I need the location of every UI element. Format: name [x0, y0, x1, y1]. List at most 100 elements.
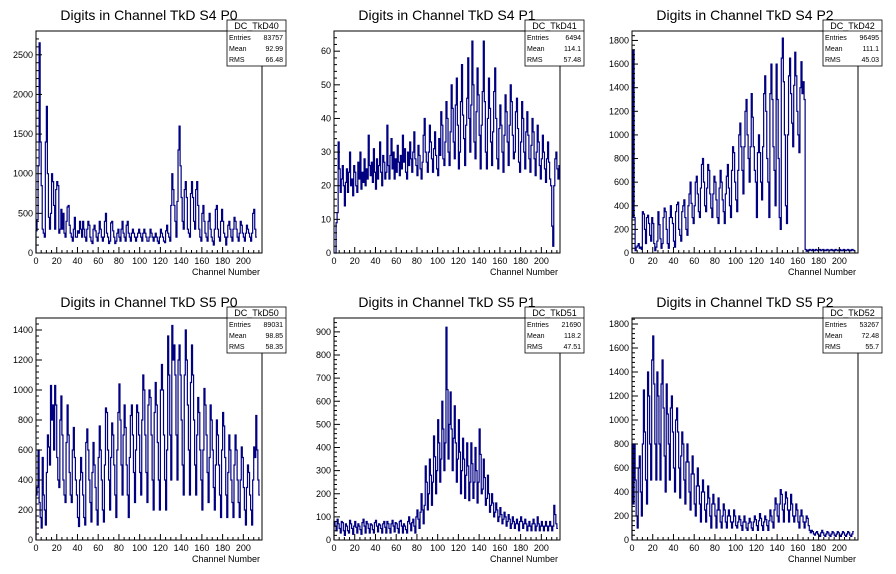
y-tick-label: 600: [18, 445, 33, 455]
stats-histogram-name: DC_TkD42: [830, 21, 875, 31]
x-tick-label: 40: [370, 543, 380, 553]
stats-box: DC_TkD42 Entries 96495 Mean 111.1 RMS 45.03: [822, 19, 883, 67]
y-tick-label: 0: [28, 535, 33, 545]
x-tick-label: 0: [629, 543, 634, 553]
plot-frame: [35, 317, 263, 541]
y-tick-label: 1600: [609, 343, 629, 353]
stats-box: DC_TkD41 Entries 6494 Mean 114.1 RMS 57.48: [524, 19, 585, 67]
stats-value: 111.1: [863, 46, 880, 53]
histogram-series: [631, 37, 855, 253]
x-axis-label: Channel Number: [192, 267, 260, 277]
chart-panel-s4-p2: Digits in Channel TkD S4 P2 0 20 40 60 80 100 1…: [596, 0, 894, 287]
x-tick-label: 200: [534, 543, 549, 553]
y-tick-label: 800: [614, 439, 629, 449]
stats-value: 66.48: [265, 57, 283, 64]
y-tick-label: 500: [316, 419, 331, 429]
stats-histogram-name: DC_TkD40: [234, 21, 279, 31]
chart-title: Digits in Channel TkD S4 P0: [60, 7, 237, 23]
x-tick-label: 160: [194, 543, 209, 553]
x-tick-label: 200: [534, 256, 549, 266]
x-axis-label: Channel Number: [490, 267, 558, 277]
chart-title: Digits in Channel TkD S5 P2: [656, 294, 833, 310]
stats-value: 55.7: [865, 344, 879, 351]
x-tick-label: 60: [93, 543, 103, 553]
histogram-series: [334, 40, 560, 254]
y-tick-label: 0: [326, 535, 331, 545]
y-tick-label: 200: [614, 224, 629, 234]
y-tick-label: 600: [316, 396, 331, 406]
stats-value: 98.85: [265, 333, 283, 340]
x-tick-label: 160: [790, 543, 805, 553]
x-tick-label: 100: [728, 256, 743, 266]
stats-label: Entries: [527, 322, 549, 329]
y-tick-label: 40: [321, 113, 331, 123]
histogram-svg: Digits in Channel TkD S4 P2 0 20 40 60 80 100 1…: [609, 7, 883, 277]
x-tick-label: 160: [194, 256, 209, 266]
histogram-svg: Digits in Channel TkD S5 P0 0 20 40 60 80 100 1…: [13, 294, 287, 564]
x-tick-label: 80: [412, 256, 422, 266]
x-tick-label: 40: [668, 256, 678, 266]
x-tick-label: 140: [770, 543, 785, 553]
stats-label: Mean: [527, 46, 545, 53]
x-tick-label: 120: [749, 543, 764, 553]
plot-frame: [333, 30, 561, 254]
chart-panel-s5-p0: Digits in Channel TkD S5 P0 0 20 40 60 80 100 1…: [0, 287, 298, 574]
x-tick-label: 100: [430, 543, 445, 553]
x-tick-label: 120: [153, 543, 168, 553]
x-tick-label: 120: [749, 256, 764, 266]
y-tick-label: 0: [624, 535, 629, 545]
y-tick-label: 400: [614, 201, 629, 211]
stats-histogram-name: DC_TkD52: [830, 308, 875, 318]
y-tick-label: 30: [321, 147, 331, 157]
x-tick-label: 60: [93, 256, 103, 266]
y-tick-label: 10: [321, 214, 331, 224]
histogram-svg: Digits in Channel TkD S4 P10 20 40 60 80 100 1…: [321, 7, 585, 277]
x-tick-label: 0: [331, 256, 336, 266]
x-tick-label: 80: [710, 256, 720, 266]
chart-title: Digits in Channel TkD S5 P1: [358, 294, 535, 310]
x-tick-label: 0: [33, 543, 38, 553]
x-tick-label: 160: [492, 543, 507, 553]
y-tick-label: 1400: [609, 83, 629, 93]
x-tick-label: 60: [391, 543, 401, 553]
x-tick-label: 80: [710, 543, 720, 553]
x-tick-label: 0: [33, 256, 38, 266]
chart-title: Digits in Channel TkD S4 P2: [656, 7, 833, 23]
chart-panel-s4-p1: Digits in Channel TkD S4 P1 0 20 40 60 80 100 1…: [298, 0, 596, 287]
chart-title: Digits in Channel TkD S4 P1: [358, 7, 535, 23]
x-tick-label: 20: [52, 543, 62, 553]
x-tick-label: 40: [370, 256, 380, 266]
stats-label: Entries: [229, 35, 251, 42]
x-tick-label: 40: [72, 543, 82, 553]
stats-label: Mean: [229, 46, 247, 53]
y-tick-label: 1200: [609, 391, 629, 401]
y-tick-label: 1800: [609, 319, 629, 329]
y-tick-label: 1000: [609, 130, 629, 140]
stats-histogram-name: DC_TkD50: [234, 308, 279, 318]
x-tick-label: 180: [811, 256, 826, 266]
x-tick-label: 20: [648, 543, 658, 553]
stats-box: DC_TkD51 Entries 21690 Mean 118.2 RMS 47.51: [524, 306, 585, 354]
y-tick-label: 20: [321, 181, 331, 191]
stats-box: DC_TkD50 Entries 89031 Mean 98.85 RMS 58.35: [226, 306, 287, 354]
stats-value: 53267: [860, 322, 880, 329]
stats-label: Mean: [527, 333, 545, 340]
y-tick-label: 1600: [609, 59, 629, 69]
stats-value: 45.03: [861, 57, 879, 64]
x-tick-label: 0: [331, 543, 336, 553]
x-tick-label: 180: [513, 543, 528, 553]
y-tick-label: 200: [18, 505, 33, 515]
x-tick-label: 60: [689, 256, 699, 266]
x-tick-label: 180: [811, 543, 826, 553]
x-tick-label: 20: [350, 543, 360, 553]
y-tick-label: 900: [316, 327, 331, 337]
x-tick-label: 200: [832, 256, 847, 266]
y-tick-label: 1000: [13, 385, 33, 395]
y-tick-label: 300: [316, 466, 331, 476]
y-tick-label: 400: [614, 487, 629, 497]
x-tick-label: 40: [668, 543, 678, 553]
x-tick-label: 140: [770, 256, 785, 266]
x-tick-label: 100: [132, 543, 147, 553]
x-axis-label: Channel Number: [192, 554, 260, 564]
x-tick-label: 180: [215, 543, 230, 553]
